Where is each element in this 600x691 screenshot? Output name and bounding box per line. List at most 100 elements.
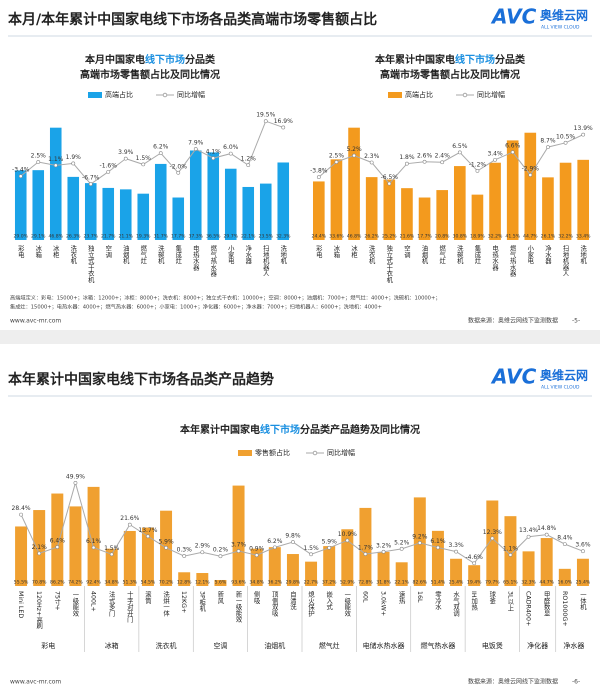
bar <box>395 562 408 586</box>
bar <box>365 177 378 240</box>
line-marker <box>510 150 515 155</box>
bar-value-label: 34.8% <box>104 580 119 586</box>
bar-value-label: 21.1% <box>118 234 133 240</box>
line-marker <box>334 160 339 164</box>
x-tick-label: 冰箱 <box>34 244 41 259</box>
x-tick-label: 冰箱 <box>332 244 339 259</box>
bar <box>67 176 80 240</box>
x-tick-label: 冰柜 <box>350 244 357 259</box>
line-marker <box>405 161 409 166</box>
bar-value-label: 46.8% <box>347 234 362 240</box>
line-marker <box>381 549 386 554</box>
bar-value-label: 22.7% <box>304 580 319 586</box>
line-marker <box>436 545 440 550</box>
line-marker <box>53 163 58 168</box>
bar <box>154 163 167 240</box>
bar <box>178 572 191 586</box>
x-tick-label: 水气双调 <box>452 590 459 618</box>
note: 高端域定义：彩电：15000+；冰箱：12000+；冰柜：8000+；洗衣机：8… <box>10 294 441 302</box>
bar <box>431 530 444 586</box>
slide-title: 本月/本年累计中国家电线下市场各品类高端市场零售额占比 <box>8 11 377 28</box>
line-marker <box>246 163 251 168</box>
line-marker <box>281 125 286 130</box>
x-tick-label: 洗衣机 <box>368 244 375 266</box>
x-tick-label: 燃气灶 <box>438 244 445 266</box>
bar <box>401 188 413 240</box>
bar-value-label: 36.5% <box>206 234 221 240</box>
line-marker <box>493 157 497 162</box>
bar <box>123 530 136 586</box>
line-value-label: 9.8% <box>285 533 301 540</box>
bar <box>377 551 390 586</box>
bar <box>14 170 27 240</box>
bar-value-label: 26.2% <box>364 234 379 240</box>
line-marker <box>106 169 111 174</box>
bar-value-label: 31.8% <box>376 580 391 586</box>
line-marker <box>146 534 150 539</box>
bar <box>259 183 272 240</box>
legend-swatch <box>462 92 468 98</box>
x-tick-label: 燃气热水器 <box>509 244 516 278</box>
bar <box>189 150 202 240</box>
line-value-label: 6.0% <box>223 144 239 151</box>
line-value-label: 9.2% <box>412 533 428 540</box>
line-marker <box>55 545 60 549</box>
line-marker <box>254 553 259 558</box>
bar-value-label: 44.7% <box>539 580 554 586</box>
x-tick-label: 电热水器 <box>192 244 199 272</box>
bar-value-label: 23.7% <box>83 234 98 240</box>
bar <box>468 565 481 586</box>
bar-value-label: 82.6% <box>413 580 428 586</box>
line-value-label: 49.9% <box>66 473 85 480</box>
line-value-label: 16.9% <box>274 118 293 125</box>
legend-swatch <box>312 450 318 456</box>
bar <box>51 493 64 586</box>
title-part: 分品类产品趋势及同比情况 <box>300 423 420 436</box>
line-value-label: 4.1% <box>206 149 222 156</box>
x-tick-label: 16L <box>416 591 423 603</box>
bar-value-label: 26.1% <box>541 234 556 240</box>
line-value-label: 1.1% <box>48 156 64 163</box>
line-value-label: 1.2% <box>241 156 257 163</box>
bar <box>418 197 431 240</box>
x-tick-label: 60L <box>361 591 368 603</box>
bar <box>312 181 325 240</box>
bar <box>33 510 46 586</box>
bar <box>141 527 154 586</box>
x-tick-label: 集成灶 <box>473 244 480 266</box>
chart-title: 本月中国家电线下市场分品类 <box>85 53 215 66</box>
x-tick-label: 法式多门 <box>108 590 115 618</box>
line-marker <box>508 552 513 557</box>
bar <box>105 548 118 586</box>
group-label: 冰箱 <box>105 641 119 650</box>
line-marker <box>544 532 549 537</box>
line-marker <box>399 546 404 551</box>
bar-value-label: 30.8% <box>453 234 468 240</box>
line-value-label: 3.6% <box>575 542 591 549</box>
bar-value-label: 65.1% <box>503 580 518 586</box>
line-marker <box>18 174 23 179</box>
x-tick-label: 嵌入式 <box>325 591 332 611</box>
line-marker <box>182 554 187 558</box>
x-tick-label: 12KG+ <box>180 591 187 613</box>
bar-value-label: 29.8% <box>286 580 301 586</box>
line-marker <box>309 552 313 557</box>
line-value-label: 2.3% <box>364 153 380 160</box>
chart-title: 本年累计中国家电线下市场分品类 <box>375 53 525 66</box>
legend-label: 同比增幅 <box>327 448 355 457</box>
line-value-label: 1.7% <box>358 544 374 551</box>
bar-value-label: 34.8% <box>249 580 264 586</box>
line-value-label: 6.6% <box>505 143 521 150</box>
line-marker <box>440 160 445 165</box>
bar-value-label: 33.6% <box>329 234 344 240</box>
line-marker <box>526 534 531 539</box>
x-tick-label: 独立式干衣机 <box>385 244 392 284</box>
x-tick-label: 3P柜机 <box>198 591 205 613</box>
group-label: 彩电 <box>41 641 55 650</box>
bar <box>506 140 519 240</box>
line-value-label: 6.1% <box>430 538 446 545</box>
bar-value-label: 23.5% <box>258 234 273 240</box>
x-tick-label: 空调 <box>104 244 111 259</box>
bar-value-label: 93.6% <box>231 580 246 586</box>
bar <box>504 516 517 586</box>
